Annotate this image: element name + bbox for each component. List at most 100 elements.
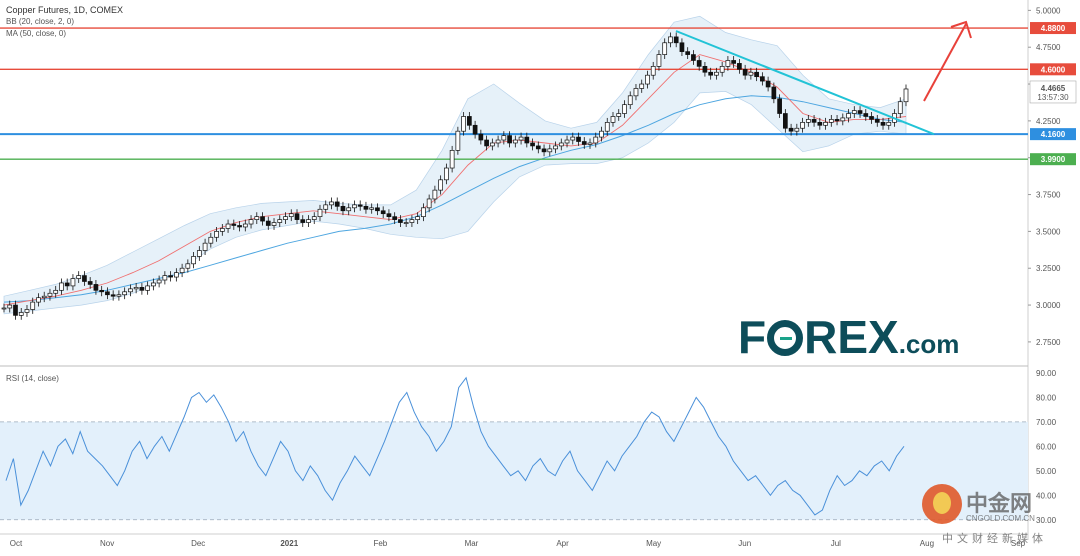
candle-body (403, 222, 409, 224)
candle-body (719, 66, 725, 73)
candle-body (13, 304, 18, 316)
candle-body (472, 124, 478, 135)
candle-body (283, 216, 288, 220)
bb-legend: BB (20, close, 2, 0) (6, 17, 75, 26)
candle-body (639, 83, 645, 89)
candle-body (133, 287, 139, 290)
candle-body (760, 76, 765, 82)
candle-body (507, 135, 512, 144)
candle-body (323, 204, 329, 210)
level-tag-label: 3.9900 (1041, 155, 1066, 164)
candle-body (564, 139, 570, 144)
candle-body (87, 281, 93, 285)
target-arrowhead-icon (950, 20, 972, 39)
candle-body (777, 98, 782, 114)
candle-body (329, 201, 334, 206)
candle-body (196, 250, 202, 257)
candle-body (41, 295, 47, 299)
candle-body (110, 294, 116, 297)
candle-body (105, 291, 110, 296)
candle-body (30, 301, 36, 310)
candle-body (576, 136, 581, 142)
candle-body (834, 119, 840, 122)
rsi-legend: RSI (14, close) (6, 374, 59, 383)
candle-body (501, 135, 507, 141)
candle-body (421, 207, 426, 218)
rsi-tick-label: 50.00 (1036, 467, 1057, 476)
candle-body (346, 207, 352, 212)
candle-body (18, 312, 24, 316)
candle-body (484, 139, 489, 147)
candle-body (398, 219, 403, 223)
candle-body (846, 113, 851, 119)
candle-body (219, 228, 225, 232)
candle-body (208, 236, 214, 244)
candle-body (122, 291, 127, 296)
candle-body (903, 88, 909, 103)
candle-body (874, 119, 880, 123)
price-tick-label: 3.7500 (1036, 191, 1061, 200)
candle-body (524, 136, 530, 144)
candle-body (737, 63, 742, 70)
rsi-tick-label: 90.00 (1036, 369, 1057, 378)
watermark-tag: 中文财经新媒体 (942, 533, 1047, 545)
candle-body (352, 204, 357, 209)
candle-body (869, 116, 874, 120)
trend-line (675, 30, 935, 136)
candle-body (714, 71, 719, 76)
candle-body (495, 139, 501, 144)
candle-body (99, 289, 105, 293)
candle-body (489, 142, 495, 147)
candle-body (541, 148, 547, 153)
current-price-tag (1029, 80, 1077, 104)
candle-body (725, 60, 731, 67)
price-tick-label: 5.0000 (1036, 6, 1061, 15)
candle-body (599, 130, 604, 138)
watermark-logo-icon (922, 484, 962, 524)
candle-body (168, 275, 173, 278)
candle-body (771, 86, 777, 100)
target-arrow-icon (923, 23, 967, 102)
candle-body (558, 142, 564, 147)
candle-body (369, 207, 375, 210)
rsi-tick-label: 80.00 (1036, 393, 1057, 402)
candle-body (570, 136, 576, 141)
candle-body (145, 285, 150, 291)
rsi-band (0, 421, 1028, 520)
candle-body (633, 88, 639, 97)
candle-body (47, 292, 53, 297)
candle-body (553, 145, 558, 150)
watermark-cn: 中金网 (966, 491, 1033, 516)
candle-body (811, 119, 817, 123)
candle-body (36, 297, 41, 303)
watermark-site: CNGOLD.COM.CN (966, 514, 1035, 523)
candle-body (1, 307, 7, 310)
candle-body (731, 60, 736, 64)
candle-body (828, 119, 834, 123)
candle-body (202, 242, 208, 251)
logo-letters-rex: REX (804, 311, 899, 363)
candle-body (616, 113, 622, 117)
level-tag (1030, 22, 1076, 35)
candle-body (587, 142, 593, 145)
forex-logo: F REX.com (738, 310, 959, 364)
time-tick-label: Nov (100, 539, 114, 548)
candle-body (645, 74, 650, 85)
candle-body (271, 222, 277, 226)
candle-body (851, 110, 857, 114)
ma-legend: MA (50, close, 0) (6, 29, 67, 38)
candle-body (24, 309, 30, 313)
candle-body (622, 104, 627, 114)
candle-body (288, 213, 294, 218)
level-tag (1030, 128, 1076, 141)
candle-body (237, 225, 242, 228)
candle-body (897, 101, 903, 114)
candle-body (363, 205, 369, 210)
candle-body (691, 54, 696, 61)
time-tick-label: Sep (1011, 539, 1026, 548)
candle-body (708, 71, 714, 76)
candle-body (461, 116, 466, 132)
candle-body (306, 219, 311, 223)
rsi-tick-label: 40.00 (1036, 491, 1057, 500)
countdown-label: 13:57:30 (1037, 93, 1069, 102)
